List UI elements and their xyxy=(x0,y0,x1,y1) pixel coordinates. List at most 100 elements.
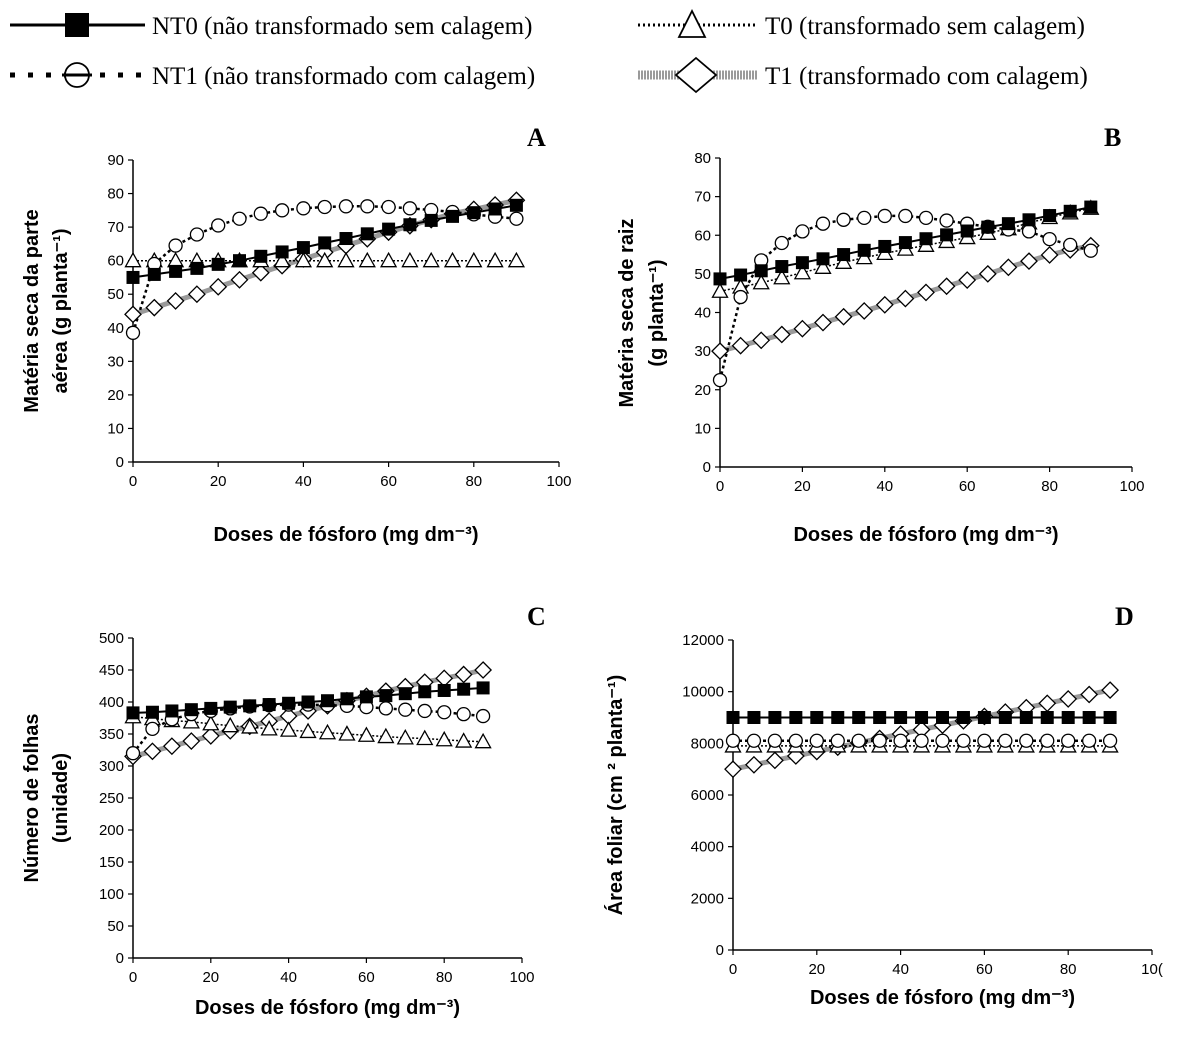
x-tick-label: 40 xyxy=(280,969,297,986)
data-point-nt0 xyxy=(318,236,332,250)
y-tick-label: 6000 xyxy=(691,787,724,804)
data-point-nt0 xyxy=(789,711,803,724)
data-point-t1 xyxy=(1038,694,1057,713)
data-point-t1 xyxy=(474,661,493,679)
data-point-nt1 xyxy=(1063,237,1078,253)
data-point-t1 xyxy=(765,751,784,770)
data-point-nt0 xyxy=(977,711,991,724)
data-point-nt1 xyxy=(378,701,394,716)
data-point-nt1 xyxy=(795,224,810,239)
y-tick-label: 0 xyxy=(116,950,124,967)
data-point-nt1 xyxy=(1083,243,1098,258)
data-point-t1 xyxy=(731,336,750,355)
data-point-t0 xyxy=(416,729,434,746)
data-point-nt0 xyxy=(754,264,768,278)
y-axis-label: aérea (g planta⁻¹) xyxy=(50,228,72,393)
data-point-nt0 xyxy=(169,264,183,278)
x-tick-label: 100 xyxy=(509,969,534,986)
data-point-nt1 xyxy=(402,201,418,216)
x-tick-label: 20 xyxy=(210,473,227,490)
data-point-nt0 xyxy=(509,198,523,212)
data-point-t1 xyxy=(1101,681,1120,700)
data-point-t0 xyxy=(855,248,873,265)
x-tick-label: 40 xyxy=(295,473,312,490)
data-point-nt0 xyxy=(339,232,353,246)
x-tick-label: 80 xyxy=(436,969,453,986)
y-tick-label: 0 xyxy=(716,942,724,959)
y-axis-label: Matéria seca da parte xyxy=(21,209,43,412)
data-point-t1 xyxy=(435,669,454,688)
data-point-nt1 xyxy=(998,733,1013,748)
data-point-t0 xyxy=(338,725,356,741)
y-tick-label: 40 xyxy=(694,305,711,322)
data-point-nt0 xyxy=(1001,217,1015,231)
x-axis-label: Doses de fósforo (mg dm⁻³) xyxy=(810,987,1075,1009)
data-point-nt0 xyxy=(981,220,995,234)
y-tick-label: 80 xyxy=(107,186,124,203)
data-point-nt0 xyxy=(126,706,140,720)
data-point-t0 xyxy=(435,730,453,747)
data-point-t1 xyxy=(772,325,791,344)
data-point-nt0 xyxy=(878,239,892,253)
y-tick-label: 50 xyxy=(107,286,124,303)
data-point-nt0 xyxy=(1022,213,1036,227)
data-point-t1 xyxy=(745,755,763,774)
data-point-nt1 xyxy=(398,702,413,717)
data-point-nt0 xyxy=(915,711,929,724)
data-point-nt0 xyxy=(1084,200,1098,214)
data-point-nt0 xyxy=(857,243,871,257)
x-tick-label: 100 xyxy=(546,473,571,490)
data-point-nt0 xyxy=(190,261,204,275)
data-point-nt1 xyxy=(935,733,950,748)
x-tick-label: 80 xyxy=(1060,961,1077,978)
data-point-t0 xyxy=(299,722,317,739)
data-point-nt0 xyxy=(418,685,432,699)
data-point-t0 xyxy=(316,251,334,268)
data-point-nt0 xyxy=(1082,711,1096,724)
data-point-nt1 xyxy=(898,208,913,224)
y-tick-label: 80 xyxy=(694,150,711,167)
data-point-t0 xyxy=(443,251,462,268)
x-axis-label: Doses de fósforo (mg dm⁻³) xyxy=(195,997,460,1019)
data-point-nt1 xyxy=(360,199,375,214)
data-point-t1 xyxy=(143,742,162,761)
legend-sample-nt1 xyxy=(10,62,145,88)
data-point-nt0 xyxy=(457,682,471,696)
data-point-nt1 xyxy=(417,703,432,719)
data-point-nt1 xyxy=(125,746,141,761)
data-point-nt1 xyxy=(877,208,892,224)
legend-label-t1: T1 (transformado com calagem) xyxy=(765,63,1088,90)
data-point-t0 xyxy=(241,718,259,734)
data-point-t1 xyxy=(124,305,142,324)
y-tick-label: 90 xyxy=(107,152,124,169)
y-axis-label: Matéria seca de raiz xyxy=(616,219,638,408)
data-point-t0 xyxy=(279,721,298,737)
y-tick-label: 450 xyxy=(99,662,124,679)
y-tick-label: 20 xyxy=(107,387,124,404)
data-point-nt0 xyxy=(960,224,974,238)
data-point-nt0 xyxy=(382,222,396,236)
y-tick-label: 40 xyxy=(107,320,124,337)
legend-sample-t1 xyxy=(638,56,758,94)
data-point-nt0 xyxy=(437,683,451,697)
data-point-t1 xyxy=(814,313,832,332)
data-point-t0 xyxy=(486,251,504,268)
data-point-nt1 xyxy=(1061,733,1076,748)
y-tick-label: 12000 xyxy=(682,632,724,649)
data-point-t0 xyxy=(358,251,376,268)
y-tick-label: 10 xyxy=(694,420,711,437)
data-point-t1 xyxy=(1059,689,1078,708)
data-point-nt1 xyxy=(317,199,332,215)
data-point-t1 xyxy=(166,292,185,310)
data-point-t1 xyxy=(209,277,228,296)
data-point-nt1 xyxy=(437,705,452,720)
data-point-t1 xyxy=(201,727,220,745)
data-point-t1 xyxy=(999,258,1018,277)
data-point-nt1 xyxy=(381,199,396,215)
data-point-t0 xyxy=(166,251,185,268)
data-point-nt0 xyxy=(747,711,761,724)
x-tick-label: 60 xyxy=(959,478,976,495)
data-point-nt0 xyxy=(873,711,887,724)
data-point-nt0 xyxy=(145,705,159,719)
